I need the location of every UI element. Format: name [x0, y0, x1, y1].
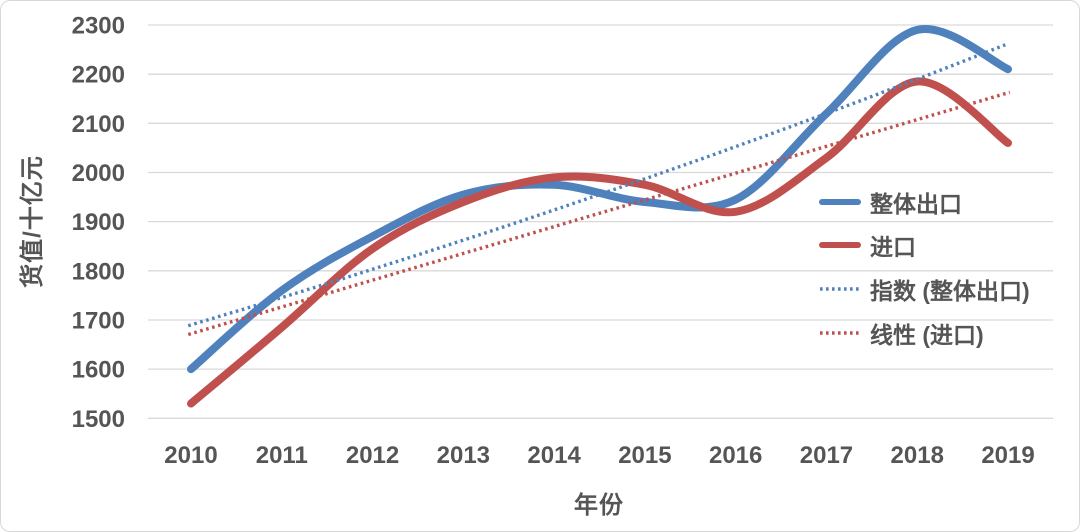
x-tick-label: 2013	[437, 442, 490, 469]
x-tick-label: 2011	[256, 442, 308, 469]
legend-entry-import: 进口	[819, 232, 916, 260]
legend-dotted-line-icon	[820, 287, 860, 291]
x-tick-label: 2010	[164, 442, 217, 469]
y-tick-label: 2200	[72, 62, 125, 89]
x-tick-label: 2018	[891, 442, 944, 469]
y-tick-label: 1600	[72, 357, 125, 384]
x-tick-label: 2017	[800, 442, 853, 469]
trendline	[187, 90, 1011, 337]
series-line	[187, 77, 1012, 408]
legend-entry-import-trend: 线性 (进口)	[819, 320, 984, 348]
y-tick-label: 2100	[72, 111, 125, 138]
y-tick-label: 1700	[72, 307, 125, 334]
y-tick-label: 1500	[72, 406, 125, 433]
y-tick-label: 2000	[72, 160, 125, 187]
y-tick-label: 2300	[72, 13, 125, 40]
x-tick-label: 2015	[618, 442, 671, 469]
legend-label-import-trend: 线性 (进口)	[870, 322, 984, 348]
y-axis-title: 货值/十亿元	[18, 154, 46, 288]
trendline	[187, 43, 1006, 328]
series-line	[187, 25, 1012, 374]
x-tick-label: 2014	[527, 442, 581, 469]
legend-entry-export: 整体出口	[819, 189, 962, 217]
legend-solid-line-icon	[819, 199, 861, 205]
legend-dotted-line-icon	[820, 331, 860, 335]
legend-entry-export-trend: 指数 (整体出口)	[819, 276, 1030, 304]
y-tick-label: 1800	[72, 258, 125, 285]
y-axis-title-box: 货值/十亿元	[5, 101, 53, 341]
legend-label-export-trend: 指数 (整体出口)	[870, 278, 1030, 304]
y-tick-label: 1900	[72, 209, 125, 236]
x-tick-label: 2012	[346, 442, 399, 469]
x-axis-title: 年份	[574, 492, 624, 519]
legend-label-export: 整体出口	[870, 191, 962, 217]
x-tick-label: 2019	[981, 442, 1034, 469]
x-tick-label: 2016	[709, 442, 762, 469]
legend-solid-line-icon	[819, 242, 861, 248]
legend-label-import: 进口	[870, 234, 916, 260]
